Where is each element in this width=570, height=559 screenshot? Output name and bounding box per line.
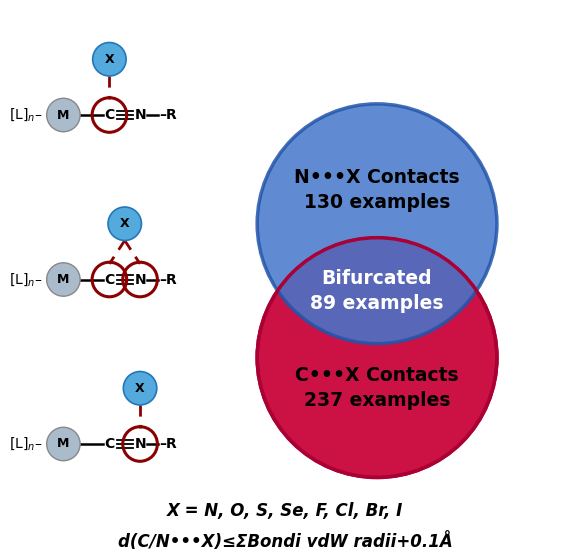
Circle shape <box>123 372 157 405</box>
Text: [L]$_n$–: [L]$_n$– <box>9 107 42 124</box>
Text: X: X <box>104 53 114 66</box>
Text: –R: –R <box>160 437 177 451</box>
Text: [L]$_n$–: [L]$_n$– <box>9 271 42 288</box>
Circle shape <box>47 427 80 461</box>
Circle shape <box>257 104 497 344</box>
Text: C: C <box>104 108 115 122</box>
Circle shape <box>47 263 80 296</box>
Text: X: X <box>135 382 145 395</box>
Text: M: M <box>57 438 70 451</box>
Text: N: N <box>135 272 146 287</box>
Text: [L]$_n$–: [L]$_n$– <box>9 435 42 452</box>
Circle shape <box>108 207 141 240</box>
Text: M: M <box>57 108 70 121</box>
Circle shape <box>93 42 126 76</box>
Circle shape <box>47 98 80 132</box>
Text: C: C <box>104 437 115 451</box>
Text: N: N <box>135 437 146 451</box>
Text: d(C/N•••X)≤ΣBondi vdW radii+0.1Å: d(C/N•••X)≤ΣBondi vdW radii+0.1Å <box>117 532 453 551</box>
Text: N•••X Contacts
130 examples: N•••X Contacts 130 examples <box>294 168 460 212</box>
Text: C•••X Contacts
237 examples: C•••X Contacts 237 examples <box>295 366 459 410</box>
Text: Bifurcated
89 examples: Bifurcated 89 examples <box>310 269 444 312</box>
Text: C: C <box>104 272 115 287</box>
Circle shape <box>257 238 497 477</box>
Text: X = N, O, S, Se, F, Cl, Br, I: X = N, O, S, Se, F, Cl, Br, I <box>167 502 403 520</box>
Text: N: N <box>135 108 146 122</box>
Text: X: X <box>120 217 129 230</box>
Text: –R: –R <box>160 108 177 122</box>
Text: M: M <box>57 273 70 286</box>
Text: –R: –R <box>160 272 177 287</box>
